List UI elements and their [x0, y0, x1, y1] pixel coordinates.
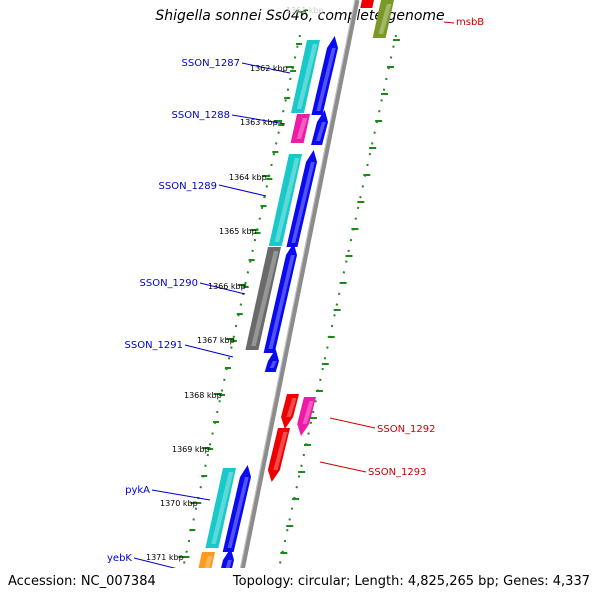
gene-label-sson-1290[interactable]: SSON_1290 [140, 278, 199, 289]
scale-label-1365: 1365 kbp [219, 227, 257, 236]
label-leader-line [443, 21, 455, 24]
scale-label-1366: 1366 kbp [208, 282, 246, 291]
scale-label-1362: 1362 kbp [250, 64, 288, 73]
cds-sson-1288-arrow[interactable] [311, 110, 328, 145]
cds-yebk-box[interactable] [191, 552, 215, 600]
label-leader-line [199, 282, 246, 295]
cds-yebk-arrow[interactable] [213, 548, 234, 600]
cds-sson-1292-a[interactable] [281, 394, 299, 429]
gene-label-sson-1291[interactable]: SSON_1291 [125, 340, 184, 351]
cds-sson-1289-box[interactable] [268, 154, 302, 246]
cds-msbb-box[interactable] [372, 0, 394, 38]
genome-backbone-highlight [239, 0, 356, 568]
genome-summary: Topology: circular; Length: 4,825,265 bp… [232, 574, 590, 589]
label-leader-line [184, 344, 234, 358]
cds-sson-1287-arrow[interactable] [311, 36, 338, 115]
label-leader-line [231, 114, 286, 125]
label-leader-line [218, 184, 267, 197]
cds-sson-1291-arrow[interactable] [264, 349, 279, 372]
gene-label-sson-1288[interactable]: SSON_1288 [172, 110, 231, 121]
cds-pyka-arrow[interactable] [222, 465, 251, 552]
cds-sson-1290-arrow[interactable] [263, 243, 297, 353]
label-leader-line [329, 417, 376, 429]
gene-label-yebk[interactable]: yebK [107, 553, 132, 564]
gene-label-pyka[interactable]: pykA [125, 485, 150, 496]
gene-label-msbb[interactable]: msbB [456, 17, 484, 28]
scale-label-1368: 1368 kbp [184, 391, 222, 400]
scale-label-1367: 1367 kbp [197, 336, 235, 345]
cds-sson-1292-b[interactable] [297, 397, 316, 436]
cds-sson-1290-box[interactable] [245, 247, 281, 350]
cds-sson-1288-box[interactable] [290, 114, 310, 143]
scale-label-1370: 1370 kbp [160, 499, 198, 508]
label-leader-line [319, 461, 367, 473]
cds-sson-1287-box[interactable] [290, 40, 320, 113]
label-leader-line [241, 62, 291, 74]
scale-label-1371: 1371 kbp [146, 553, 184, 562]
cds-unknown-red-top[interactable] [360, 0, 374, 8]
cds-sson-1293[interactable] [267, 428, 290, 482]
accession-label: Accession: NC_007384 [8, 574, 156, 589]
cds-sson-1289-arrow[interactable] [286, 150, 317, 247]
label-leader-line [133, 557, 177, 568]
gene-label-sson-1292[interactable]: SSON_1292 [377, 424, 436, 435]
genome-backbone [239, 0, 360, 568]
scale-label-1363: 1363 kbp [240, 118, 278, 127]
scale-label-1364: 1364 kbp [229, 173, 267, 182]
cds-pyka-box[interactable] [205, 468, 236, 548]
label-leader-line [151, 489, 211, 501]
gene-label-sson-1287[interactable]: SSON_1287 [182, 58, 241, 69]
gene-label-sson-1293[interactable]: SSON_1293 [368, 467, 427, 478]
gene-label-sson-1289[interactable]: SSON_1289 [159, 181, 218, 192]
scale-label-1369: 1369 kbp [172, 445, 210, 454]
scale-label-1361: 1361 kbp [286, 6, 324, 15]
map-title: Shigella sonnei Ss046, complete genome [155, 8, 445, 24]
